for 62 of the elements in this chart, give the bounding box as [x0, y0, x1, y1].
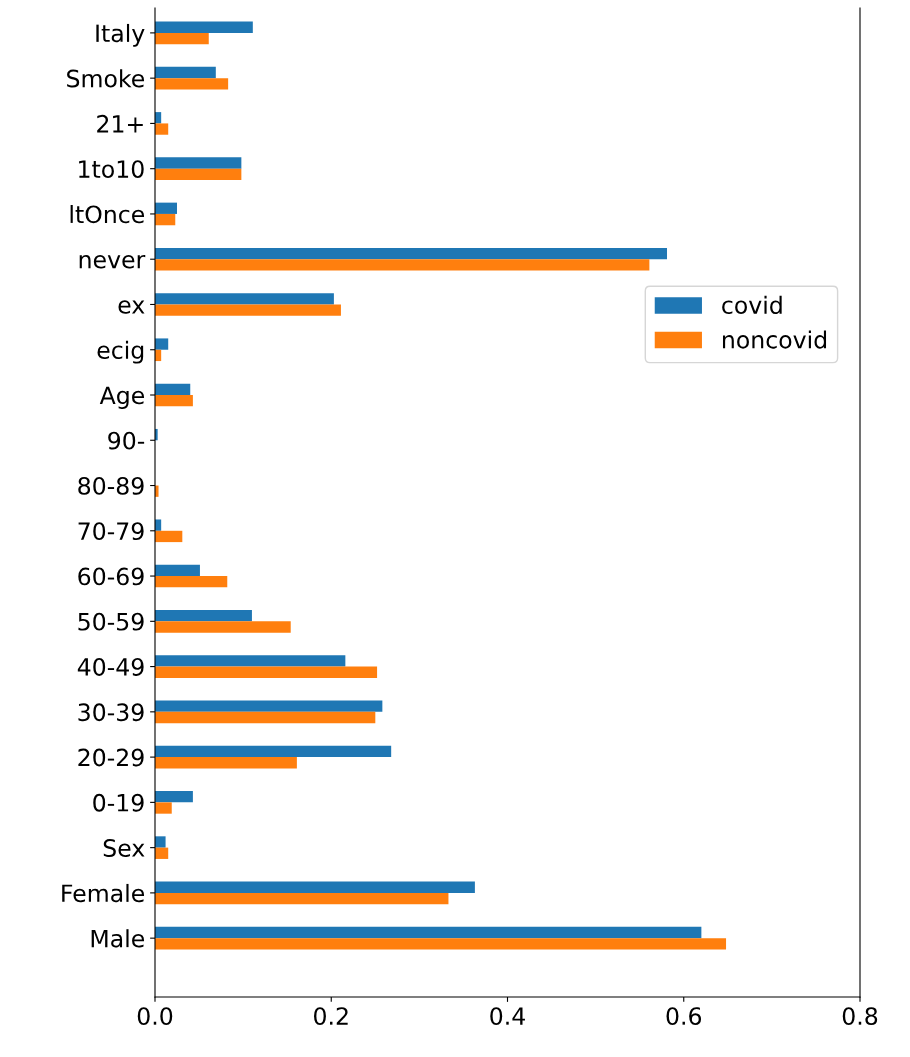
y-tick-label: 90-: [108, 431, 145, 450]
bar: [155, 926, 702, 939]
bar: [155, 383, 191, 395]
y-tick-label: ex: [118, 300, 145, 314]
y-tick-label: never: [79, 254, 146, 269]
y-tick-label: Age: [99, 386, 145, 409]
y-tick-label: 30-39: [78, 703, 144, 722]
bar: [155, 157, 242, 169]
y-tick-label: Sex: [103, 839, 145, 857]
y-tick-label: Italy: [96, 23, 145, 47]
bar: [155, 247, 668, 260]
y-tick-label: Smoke: [67, 69, 145, 88]
x-tick-label: 0.4: [490, 1007, 525, 1025]
bar: [155, 168, 242, 180]
bar: [155, 655, 346, 667]
bar: [155, 564, 200, 577]
bar: [155, 66, 216, 79]
bar: [155, 757, 297, 769]
bar: [155, 78, 229, 90]
y-tick-label: 60-69: [78, 567, 144, 586]
bar: [155, 610, 252, 622]
x-tick-label: 0.0: [137, 1007, 173, 1025]
bar: [155, 576, 228, 588]
x-tick-label: 0.8: [842, 1007, 878, 1025]
bar: [155, 711, 376, 724]
legend-label: covid: [722, 295, 782, 314]
bar: [155, 21, 253, 33]
y-tick-label: ltOnce: [70, 204, 145, 224]
x-tick-label: 0.6: [666, 1007, 702, 1025]
bar: [155, 802, 172, 814]
bar: [155, 745, 392, 758]
bar: [155, 892, 449, 905]
bar: [155, 938, 727, 950]
y-tick-label: 50-59: [78, 612, 144, 631]
bar: [155, 338, 169, 350]
y-tick-label: Female: [62, 883, 145, 903]
y-tick-label: 20-29: [78, 748, 144, 767]
bar: [155, 123, 169, 135]
bar: [155, 881, 475, 893]
bar: [155, 259, 650, 271]
bar: [155, 666, 378, 678]
bar: [155, 395, 193, 407]
bar: [155, 213, 176, 226]
bar: [155, 293, 334, 305]
bar: [155, 836, 166, 848]
y-tick-label: ecig: [97, 340, 144, 364]
y-tick-label: Male: [91, 929, 145, 948]
bar: [155, 304, 341, 316]
bar: [155, 530, 183, 543]
y-tick-label: 70-79: [78, 522, 144, 541]
bar: [155, 700, 383, 712]
bar: [155, 621, 291, 633]
bar: [155, 32, 209, 45]
bar: [155, 791, 193, 803]
x-tick-label: 0.2: [314, 1007, 348, 1025]
bar: [155, 202, 178, 214]
y-tick-label: 40-49: [77, 658, 144, 676]
y-tick-label: 1to10: [79, 160, 144, 178]
y-tick-label: 21+: [97, 114, 143, 133]
y-tick-label: 0-19: [93, 793, 144, 812]
y-tick-label: 80-89: [78, 476, 144, 495]
legend-label: noncovid: [722, 330, 827, 349]
